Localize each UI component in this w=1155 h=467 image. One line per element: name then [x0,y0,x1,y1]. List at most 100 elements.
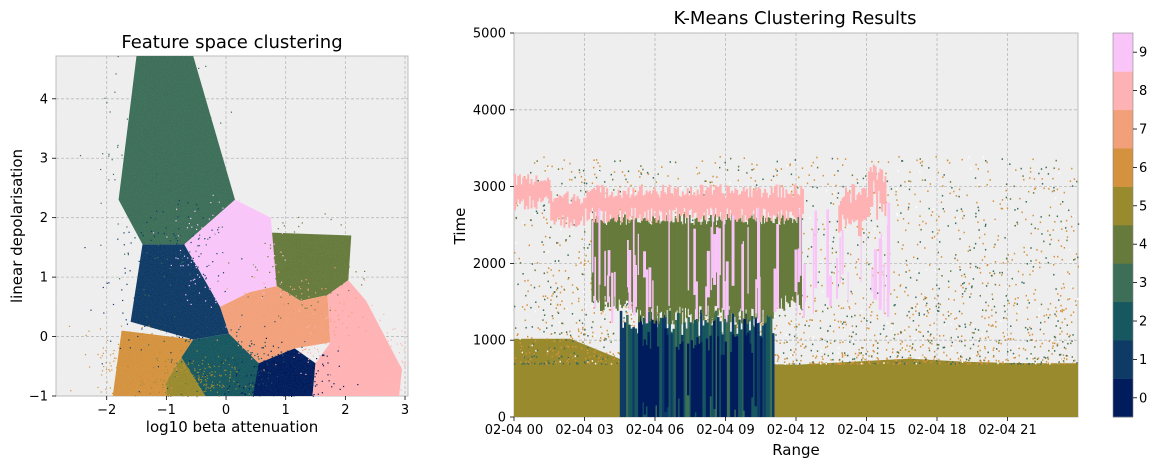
speckle [800,338,802,340]
speckle [582,169,585,172]
speckle [541,241,543,243]
speckle [1007,351,1009,353]
scatter-point [292,310,294,312]
scatter-point [348,372,350,374]
speckle [755,184,758,186]
speckle [1034,357,1036,359]
scatter-point [232,386,234,388]
scatter-point [212,221,214,223]
scatter-point [284,313,286,315]
scatter-point [136,121,138,123]
speckle [927,190,929,192]
scatter-point [182,178,184,180]
scatter-point [244,394,246,396]
speckle [812,362,815,364]
scatter-point [356,375,358,377]
scatter-point [392,373,394,375]
speckle [831,247,834,250]
scatter-point [146,316,148,318]
scatter-point [176,240,179,242]
scatter-point [176,394,178,396]
scatter-point [277,291,279,293]
scatter-point [150,230,153,232]
speckle [555,361,557,364]
speckle [639,176,641,178]
speckle [936,284,938,287]
scatter-point [166,389,169,391]
scatter-point [128,333,130,335]
speckle [1073,259,1075,261]
speckle [592,331,594,334]
scatter-point [194,380,197,382]
speckle [558,260,560,262]
scatter-point [332,243,335,245]
scatter-point [306,326,308,329]
scatter-point [161,361,164,363]
scatter-point [234,368,236,370]
scatter-point [320,258,322,260]
scatter-point [350,318,352,320]
scatter-point [261,347,263,349]
speckle [933,359,935,361]
scatter-point [166,276,168,278]
speckle [558,321,561,324]
speckle [866,350,869,353]
speckle [560,228,562,231]
scatter-point [298,325,300,327]
scatter-point [152,246,155,249]
scatter-point [234,359,236,361]
speckle [1010,325,1012,327]
scatter-point [284,371,286,373]
speckle [587,247,589,249]
scatter-point [236,238,238,240]
speckle [557,312,560,314]
speckle [743,157,745,159]
scatter-point [120,325,123,327]
scatter-point [173,283,176,285]
scatter-point [284,259,286,261]
speckle [908,326,910,328]
speckle [961,361,964,363]
speckle [872,301,874,304]
speckle [937,302,940,305]
speckle [969,357,971,359]
scatter-point [313,266,315,268]
scatter-point [185,285,187,287]
scatter-point [351,366,353,368]
scatter-point [407,361,409,363]
scatter-point [377,352,380,354]
speckle [925,268,928,271]
speckle [527,335,529,338]
scatter-point [169,114,171,116]
scatter-point [272,345,274,347]
speckle [886,180,889,183]
scatter-point [192,279,194,281]
speckle [1031,339,1033,341]
speckle [925,360,927,363]
speckle [1007,359,1009,362]
scatter-point [254,354,256,357]
scatter-point [97,386,99,389]
scatter-point [284,306,287,308]
scatter-point [272,360,274,362]
scatter-point [168,162,170,164]
scatter-point [290,236,292,238]
speckle [800,359,802,362]
scatter-point [292,394,294,396]
scatter-point [358,374,360,376]
scatter-point [325,356,327,358]
speckle [984,337,987,339]
scatter-point [239,254,241,256]
speckle [1065,227,1067,229]
scatter-point [124,267,126,269]
speckle [1049,234,1051,236]
scatter-point [147,291,149,293]
speckle [869,363,871,365]
speckle [542,205,545,207]
speckle [1005,183,1008,185]
speckle [1067,271,1069,273]
speckle [915,206,917,208]
scatter-point [176,385,178,388]
speckle [1001,274,1003,276]
scatter-point [254,384,256,386]
